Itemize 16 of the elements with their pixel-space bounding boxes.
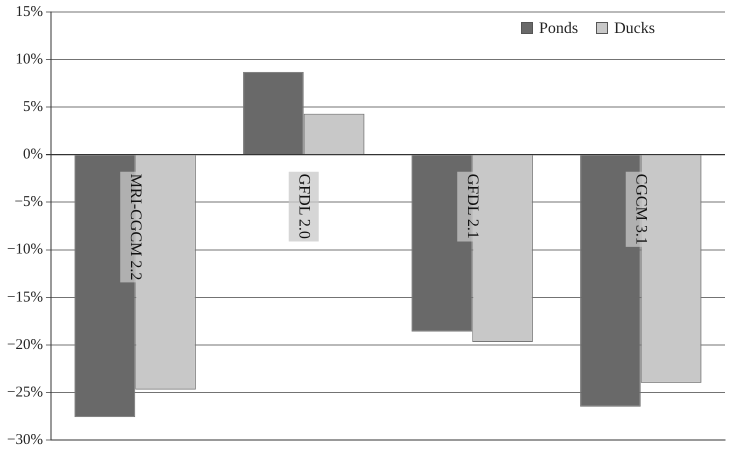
legend-label: Ducks	[613, 20, 655, 38]
x-tick-label: GFDL 2.0	[296, 174, 313, 239]
y-tick-label: −10%	[6, 242, 43, 258]
x-tick-label: MRI-CGCM 2.2	[127, 174, 144, 280]
y-tick-label: −15%	[6, 289, 43, 306]
y-tick-label: −5%	[14, 194, 43, 210]
y-tick-label: 10%	[15, 51, 43, 68]
x-tick-label: GFDL 2.1	[464, 174, 482, 239]
y-tick-label: −30%	[6, 432, 43, 448]
y-tick-label: 0%	[22, 146, 43, 163]
y-tick-label: 15%	[15, 4, 43, 20]
x-tick-label: CGCM 3.1	[632, 174, 650, 245]
legend-label: Ponds	[538, 20, 578, 38]
y-tick-label: 5%	[22, 99, 43, 116]
y-tick-label: −20%	[6, 336, 43, 353]
y-tick-label: −25%	[6, 384, 43, 400]
